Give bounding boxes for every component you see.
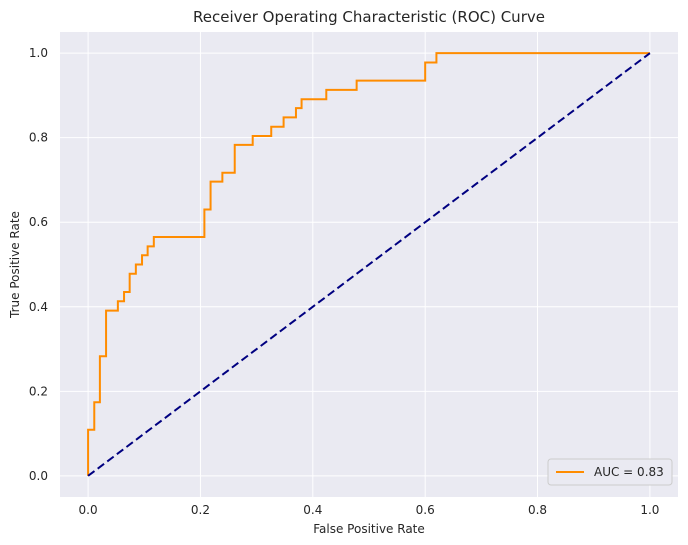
- y-axis-label: True Positive Rate: [8, 211, 22, 319]
- x-tick-label: 0.2: [191, 503, 210, 517]
- x-tick-label: 0.8: [528, 503, 547, 517]
- x-tick-label: 0.0: [79, 503, 98, 517]
- x-tick-label: 0.6: [416, 503, 435, 517]
- tick-labels: 0.0 0.2 0.4 0.6 0.8 1.0 0.0 0.2 0.4 0.6 0.8 1.0: [29, 46, 660, 517]
- x-tick-label: 1.0: [640, 503, 659, 517]
- x-axis-label: False Positive Rate: [313, 522, 425, 536]
- legend: AUC = 0.83: [547, 458, 673, 486]
- y-tick-label: 0.2: [29, 384, 48, 398]
- y-tick-label: 0.6: [29, 215, 48, 229]
- chart-title: Receiver Operating Characteristic (ROC) …: [193, 8, 545, 26]
- y-tick-label: 0.0: [29, 469, 48, 483]
- chance-diagonal-line: [87, 52, 651, 477]
- x-tick-label: 0.4: [303, 503, 322, 517]
- y-tick-label: 0.8: [29, 131, 48, 145]
- y-tick-label: 0.4: [29, 300, 48, 314]
- legend-label: AUC = 0.83: [594, 465, 664, 479]
- legend-box: [547, 458, 673, 486]
- roc-curve-line: [87, 52, 650, 476]
- series-layer: [87, 52, 651, 477]
- y-tick-label: 1.0: [29, 46, 48, 60]
